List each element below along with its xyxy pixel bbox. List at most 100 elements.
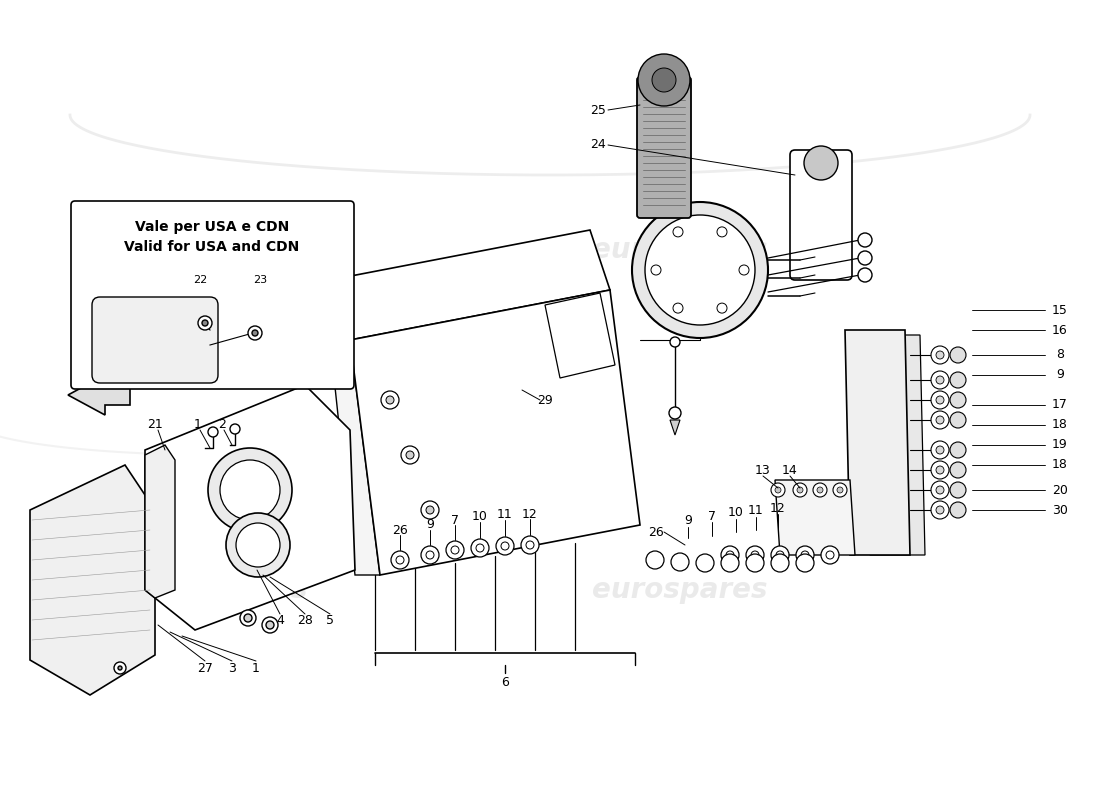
Text: 1: 1 (252, 662, 260, 674)
Circle shape (950, 462, 966, 478)
Circle shape (793, 483, 807, 497)
Text: 12: 12 (522, 507, 538, 521)
Text: 8: 8 (1056, 349, 1064, 362)
Text: 11: 11 (748, 505, 763, 518)
Circle shape (244, 614, 252, 622)
Circle shape (858, 251, 872, 265)
Text: 26: 26 (648, 526, 664, 538)
Circle shape (646, 551, 664, 569)
Circle shape (202, 320, 208, 326)
Text: 21: 21 (147, 418, 163, 431)
Text: 27: 27 (197, 662, 213, 674)
Circle shape (236, 523, 280, 567)
Circle shape (696, 554, 714, 572)
Circle shape (717, 303, 727, 313)
Text: 22: 22 (192, 275, 207, 285)
Circle shape (669, 407, 681, 419)
Circle shape (858, 268, 872, 282)
Circle shape (645, 215, 755, 325)
Circle shape (421, 546, 439, 564)
Circle shape (673, 303, 683, 313)
Circle shape (826, 551, 834, 559)
Circle shape (386, 396, 394, 404)
Circle shape (240, 610, 256, 626)
Circle shape (858, 233, 872, 247)
Circle shape (671, 553, 689, 571)
Text: 29: 29 (537, 394, 553, 406)
Circle shape (931, 441, 949, 459)
Polygon shape (330, 230, 610, 340)
Circle shape (798, 487, 803, 493)
Text: 5: 5 (326, 614, 334, 626)
Text: 1: 1 (194, 418, 202, 431)
Text: 12: 12 (770, 502, 785, 514)
Circle shape (931, 346, 949, 364)
Circle shape (471, 539, 490, 557)
Circle shape (950, 442, 966, 458)
Text: 23: 23 (253, 275, 267, 285)
Circle shape (446, 541, 464, 559)
Circle shape (796, 546, 814, 564)
FancyBboxPatch shape (72, 201, 354, 389)
Text: Vale per USA e CDN: Vale per USA e CDN (135, 220, 289, 234)
Circle shape (796, 554, 814, 572)
Text: eurospares: eurospares (592, 236, 768, 264)
Polygon shape (776, 480, 855, 555)
Text: 16: 16 (1052, 323, 1068, 337)
Circle shape (936, 446, 944, 454)
FancyBboxPatch shape (92, 297, 218, 383)
Circle shape (776, 551, 784, 559)
Circle shape (208, 448, 292, 532)
Text: 17: 17 (1052, 398, 1068, 411)
Polygon shape (865, 335, 925, 555)
Circle shape (837, 487, 843, 493)
Text: 10: 10 (728, 506, 744, 519)
Circle shape (632, 202, 768, 338)
Circle shape (950, 347, 966, 363)
Polygon shape (30, 465, 155, 695)
Circle shape (651, 265, 661, 275)
FancyBboxPatch shape (637, 77, 691, 218)
Circle shape (521, 536, 539, 554)
Text: eurospares: eurospares (132, 236, 308, 264)
Circle shape (950, 392, 966, 408)
Text: 14: 14 (782, 463, 797, 477)
Circle shape (739, 265, 749, 275)
Circle shape (936, 506, 944, 514)
Circle shape (500, 542, 509, 550)
Circle shape (746, 546, 764, 564)
Text: 15: 15 (1052, 303, 1068, 317)
Circle shape (406, 451, 414, 459)
Text: 9: 9 (684, 514, 692, 527)
Circle shape (771, 483, 785, 497)
Circle shape (771, 554, 789, 572)
Polygon shape (845, 330, 910, 555)
Polygon shape (145, 445, 175, 598)
Circle shape (936, 486, 944, 494)
Circle shape (717, 227, 727, 237)
Circle shape (396, 556, 404, 564)
Circle shape (720, 554, 739, 572)
Circle shape (950, 372, 966, 388)
Circle shape (720, 546, 739, 564)
Circle shape (936, 396, 944, 404)
Circle shape (746, 554, 764, 572)
Circle shape (950, 482, 966, 498)
Circle shape (496, 537, 514, 555)
Text: 20: 20 (1052, 483, 1068, 497)
Circle shape (936, 351, 944, 359)
Text: 30: 30 (1052, 503, 1068, 517)
Polygon shape (670, 420, 680, 435)
Circle shape (931, 481, 949, 499)
Text: 11: 11 (497, 509, 513, 522)
FancyBboxPatch shape (790, 150, 852, 280)
Text: 9: 9 (1056, 369, 1064, 382)
Text: 18: 18 (1052, 458, 1068, 471)
Text: eurospares: eurospares (592, 576, 768, 604)
Text: 18: 18 (1052, 418, 1068, 431)
Circle shape (252, 330, 258, 336)
Circle shape (421, 501, 439, 519)
Circle shape (801, 551, 808, 559)
Circle shape (402, 446, 419, 464)
Circle shape (220, 460, 280, 520)
